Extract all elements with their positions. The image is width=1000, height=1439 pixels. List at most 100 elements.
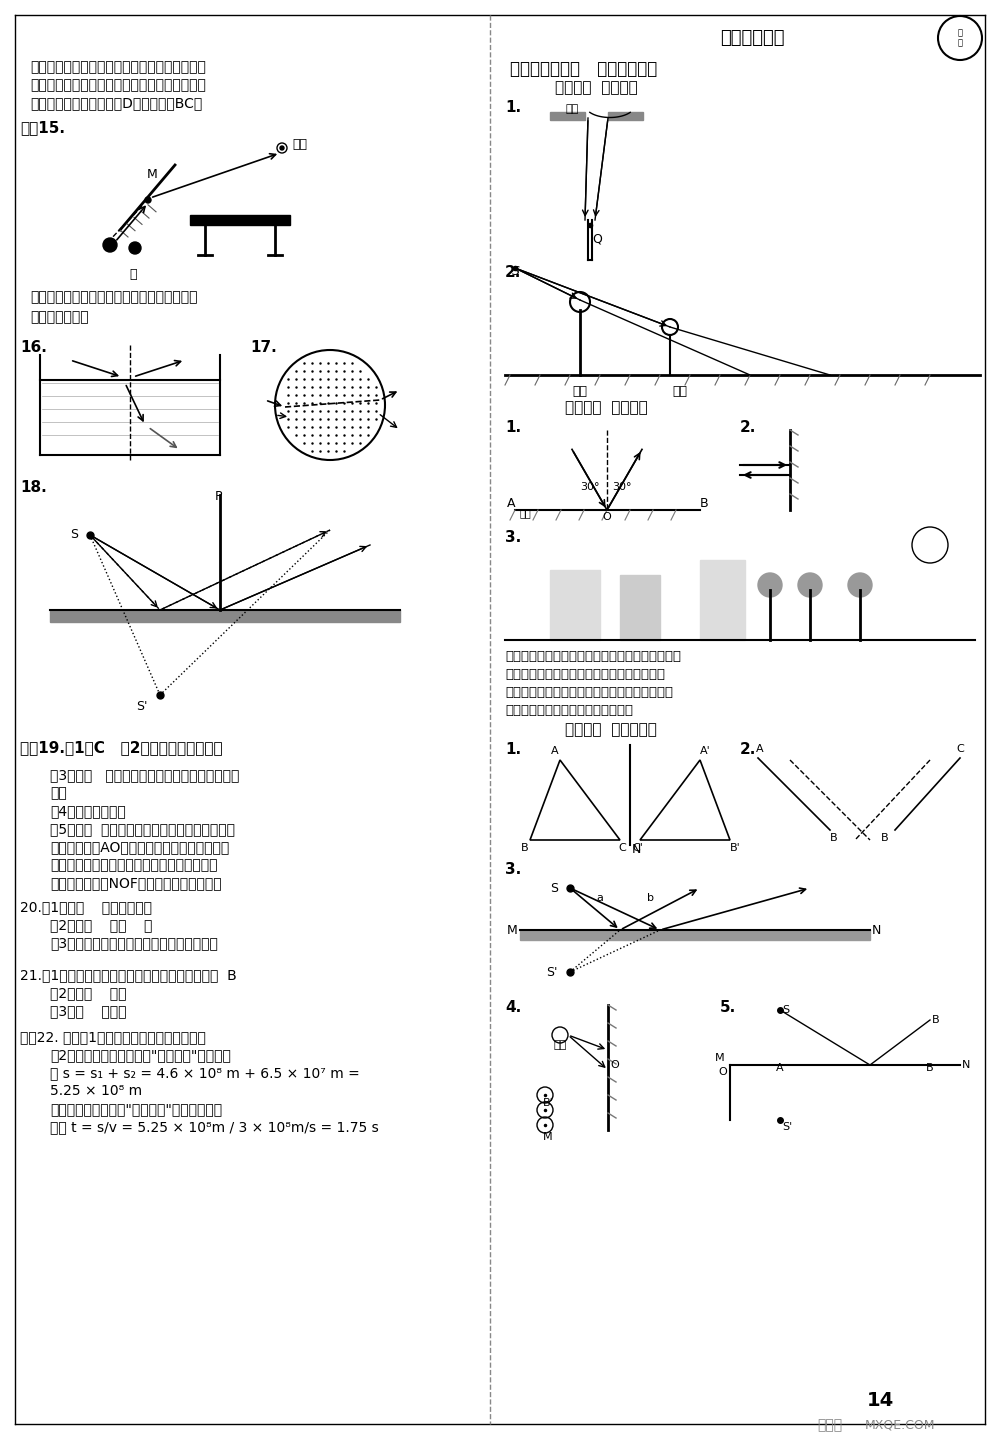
Text: 影子: 影子 [672, 386, 688, 399]
Text: b: b [646, 894, 654, 904]
Text: 射点再到人眼。: 射点再到人眼。 [30, 309, 89, 324]
Text: （3）仍然   反射光线、入射光线和法线在同一平: （3）仍然 反射光线、入射光线和法线在同一平 [50, 768, 239, 781]
Text: 仍贴着纸板沿AO方向射向镜面，此时入射光线: 仍贴着纸板沿AO方向射向镜面，此时入射光线 [50, 840, 229, 853]
Text: 五、22. 解：（1）自行车尾灯（答案不唯一）: 五、22. 解：（1）自行车尾灯（答案不唯一） [20, 1030, 206, 1045]
Text: S': S' [136, 699, 148, 712]
Text: O: O [718, 1066, 727, 1076]
Text: 线，即为法线的位置；再作出过入射点且与角平: 线，即为法线的位置；再作出过入射点且与角平 [505, 686, 673, 699]
Text: 18.: 18. [20, 481, 47, 495]
Text: 与反射光线所在平面与纸板所在平面不是同一: 与反射光线所在平面与纸板所在平面不是同一 [50, 858, 218, 872]
Text: S: S [550, 882, 558, 895]
Circle shape [758, 573, 782, 597]
Text: B: B [830, 833, 838, 843]
Text: 时间 t = s/v = 5.25 × 10⁸m / 3 × 10⁸m/s = 1.75 s: 时间 t = s/v = 5.25 × 10⁸m / 3 × 10⁸m/s = … [50, 1120, 379, 1134]
Text: 球: 球 [129, 268, 137, 281]
Text: N: N [962, 1061, 970, 1071]
Text: A: A [551, 745, 559, 755]
Text: 专项分类复习一   作图题专练卷: 专项分类复习一 作图题专练卷 [510, 60, 657, 78]
Text: Q: Q [592, 232, 602, 245]
Circle shape [280, 145, 284, 150]
Text: 己在镜里的像仍是一个，D错误。故选BC。: 己在镜里的像仍是一个，D错误。故选BC。 [30, 96, 202, 109]
Text: C: C [956, 744, 964, 754]
Text: 30°: 30° [580, 482, 600, 492]
Text: 1.: 1. [505, 99, 521, 115]
Text: B': B' [730, 843, 740, 853]
Text: M: M [506, 924, 517, 937]
Text: B': B' [543, 1098, 553, 1108]
Text: A': A' [700, 745, 710, 755]
Text: 影子: 影子 [572, 386, 588, 399]
Text: 5.25 × 10⁸ m: 5.25 × 10⁸ m [50, 1084, 142, 1098]
Circle shape [798, 573, 822, 597]
Text: 考点专练  光的反射: 考点专练 光的反射 [565, 400, 648, 414]
Text: 1.: 1. [505, 420, 521, 435]
Text: 分线垂直的直线，即为平面镜位置。: 分线垂直的直线，即为平面镜位置。 [505, 704, 633, 717]
Text: N: N [872, 924, 881, 937]
Text: 法线: 法线 [520, 508, 532, 518]
Text: S: S [70, 528, 78, 541]
Text: P: P [214, 491, 222, 504]
Text: 17.: 17. [250, 340, 277, 355]
Text: 5.: 5. [720, 1000, 736, 1014]
Text: 人眼: 人眼 [553, 1040, 567, 1050]
Text: S: S [512, 265, 520, 278]
Text: 位置时，先作出入射光线与反射光线的角平分: 位置时，先作出入射光线与反射光线的角平分 [505, 668, 665, 681]
Text: （3）会    全反射: （3）会 全反射 [50, 1004, 126, 1017]
Text: M: M [715, 1053, 725, 1063]
Text: 4.: 4. [505, 1000, 521, 1014]
Bar [700, 560, 745, 640]
Text: 2.: 2. [505, 265, 521, 281]
Text: 范围: 范围 [565, 104, 579, 114]
Text: A: A [756, 744, 764, 754]
Text: （5）不能  【考点精讲】若将纸板倾斜，让光线: （5）不能 【考点精讲】若将纸板倾斜，让光线 [50, 822, 235, 836]
Text: （4）光路是可逆的: （4）光路是可逆的 [50, 804, 126, 817]
Text: 王
析: 王 析 [958, 29, 962, 47]
Text: B: B [700, 496, 709, 509]
Text: N: N [632, 843, 641, 856]
Text: M: M [543, 1132, 553, 1143]
Text: S': S' [546, 966, 558, 979]
Text: 16.: 16. [20, 340, 47, 355]
Text: 1.: 1. [505, 743, 521, 757]
Text: S': S' [782, 1122, 792, 1132]
Bar [620, 576, 660, 640]
Text: O: O [610, 1061, 619, 1071]
Text: 2.: 2. [740, 743, 756, 757]
Text: 答案圈: 答案圈 [817, 1417, 843, 1432]
Circle shape [848, 573, 872, 597]
Text: M: M [147, 168, 157, 181]
Text: 答案详解详析: 答案详解详析 [720, 29, 784, 47]
Text: 【易错提示】注意光的传播方向应是从球到人: 【易错提示】注意光的传播方向应是从球到人 [30, 291, 198, 304]
Text: （2）增大    可逆: （2）增大 可逆 [50, 986, 126, 1000]
Text: B: B [926, 1063, 934, 1073]
Text: 所成像与物关于镜面对称，物体位置没有变化，: 所成像与物关于镜面对称，物体位置没有变化， [30, 60, 206, 73]
Text: 四、19.（1）C   （2）反射角等于入射角: 四、19.（1）C （2）反射角等于入射角 [20, 740, 223, 755]
Text: B: B [521, 843, 529, 853]
Text: （2）通讯信号由地球到达"嫦娥四号"的运动路: （2）通讯信号由地球到达"嫦娥四号"的运动路 [50, 1048, 231, 1062]
Text: C': C' [633, 843, 643, 853]
Circle shape [129, 242, 141, 255]
Circle shape [103, 237, 117, 252]
Bar [190, 214, 290, 224]
Text: A: A [776, 1063, 784, 1073]
Text: A: A [507, 496, 515, 509]
Text: 30°: 30° [612, 482, 632, 492]
Text: 三、15.: 三、15. [20, 119, 65, 135]
Text: MXQE.COM: MXQE.COM [865, 1419, 935, 1432]
Bar [550, 112, 585, 119]
Text: 3.: 3. [505, 530, 521, 545]
Text: B: B [880, 833, 888, 843]
Text: 21.（1）折射光线、入射光线和法线在同一平面内  B: 21.（1）折射光线、入射光线和法线在同一平面内 B [20, 968, 237, 981]
Text: 2.: 2. [740, 420, 756, 435]
Text: 考点专练  光的传播: 考点专练 光的传播 [555, 81, 638, 95]
Bar [608, 112, 643, 119]
Text: C: C [618, 843, 626, 853]
Text: 所以两个平面镜中所成像是重合的，即观察到自: 所以两个平面镜中所成像是重合的，即观察到自 [30, 78, 206, 92]
Text: S: S [782, 1004, 789, 1014]
Text: 考点专练  平面镜成像: 考点专练 平面镜成像 [565, 722, 657, 737]
Text: 【思路点拨】已知入射光线、反射光线作平面镜的: 【思路点拨】已知入射光线、反射光线作平面镜的 [505, 650, 681, 663]
Text: 个平面，故纸板NOF上不能看到反射光线。: 个平面，故纸板NOF上不能看到反射光线。 [50, 876, 222, 889]
Text: 程 s = s₁ + s₂ = 4.6 × 10⁸ m + 6.5 × 10⁷ m =: 程 s = s₁ + s₂ = 4.6 × 10⁸ m + 6.5 × 10⁷ … [50, 1066, 360, 1081]
Text: 人眼: 人眼 [292, 138, 307, 151]
Text: B: B [932, 1014, 940, 1025]
